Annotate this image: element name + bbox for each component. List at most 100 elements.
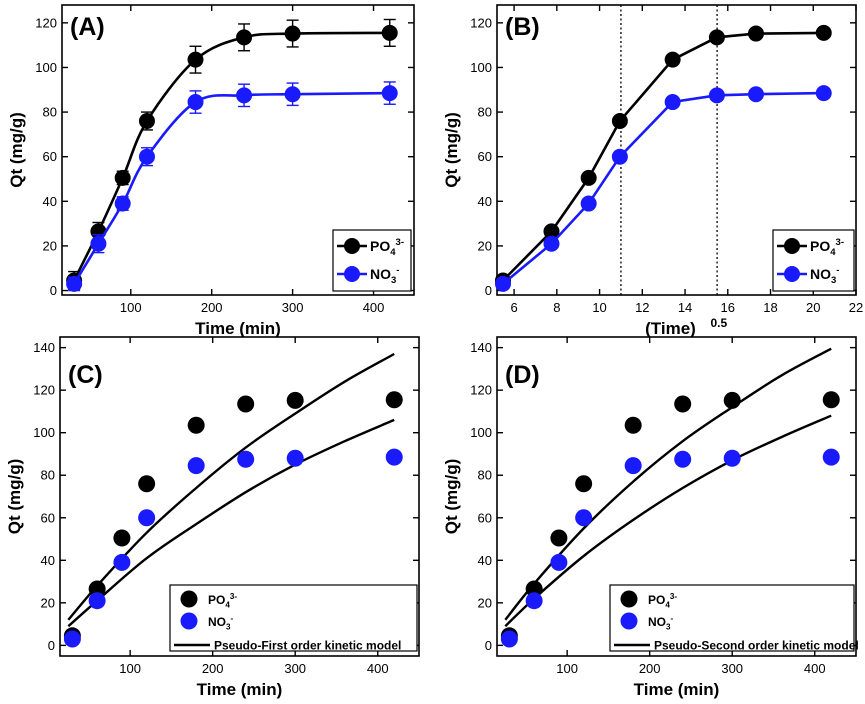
data-point	[543, 235, 560, 252]
legend-marker	[180, 612, 198, 630]
y-tick-label: 80	[478, 468, 492, 483]
data-point	[284, 86, 301, 103]
data-point	[580, 195, 597, 212]
y-tick-label: 20	[43, 238, 57, 253]
x-axis-label: (Time)	[645, 319, 696, 338]
data-point	[664, 51, 681, 68]
data-point	[575, 475, 593, 493]
data-point	[500, 630, 518, 648]
legend: PO43- NO3-	[332, 229, 412, 292]
y-tick-label: 20	[478, 238, 492, 253]
legend-label: PO43-	[648, 592, 677, 610]
y-tick-label: 0	[50, 283, 57, 298]
panel-title: (B)	[505, 13, 540, 41]
data-point	[624, 457, 642, 475]
data-point	[138, 113, 155, 129]
data-point	[66, 275, 83, 292]
data-point	[114, 169, 131, 186]
data-point	[286, 449, 304, 467]
panel-b: 6 8 10 12 14 16 18 20 22 0 20 40 60 80 100 120 (Time) 0.5…	[442, 4, 863, 338]
data-point	[575, 509, 593, 527]
data-point	[550, 529, 568, 547]
y-tick-label: 120	[470, 15, 492, 30]
data-point	[385, 448, 403, 466]
y-tick-label: 80	[41, 468, 55, 483]
panel-d: 100 200 300 400 0 20 40 60 80 100 120 140 Time (min)…	[442, 336, 859, 699]
y-tick-label: 0	[485, 638, 492, 653]
data-point	[114, 195, 131, 212]
x-tick-label: 300	[284, 661, 306, 676]
data-point	[674, 395, 692, 413]
data-point	[723, 391, 741, 409]
data-point	[284, 25, 301, 42]
y-tick-label: 100	[35, 60, 57, 75]
y-tick-label: 100	[470, 425, 492, 440]
data-point	[138, 148, 155, 165]
model-curve	[504, 347, 832, 621]
y-tick-label: 60	[43, 149, 57, 164]
x-tick-label: 400	[367, 661, 389, 676]
legend-marker	[180, 590, 198, 608]
data-point	[525, 592, 543, 610]
y-tick-label: 120	[470, 383, 492, 398]
legend-box	[332, 229, 412, 292]
plot-frame	[496, 336, 857, 657]
model-curve	[67, 352, 395, 621]
plot-frame	[496, 4, 857, 296]
y-tick-label: 0	[48, 638, 55, 653]
panel-title: (C)	[68, 361, 103, 389]
panel-a: 100 200 300 400 0 20 40 60 80 100 120 Time (min) Qt …	[7, 4, 415, 338]
legend-box	[609, 584, 855, 652]
legend: PO43- NO3- Pseudo-Second order kinetic mod…	[609, 584, 859, 653]
data-point	[494, 275, 511, 292]
y-axis-label: Qt (mg/g)	[5, 459, 24, 535]
x-tick-label: 16	[721, 300, 735, 315]
y-tick-label: 20	[41, 595, 55, 610]
x-tick-label: 300	[282, 300, 304, 315]
data-point	[624, 416, 642, 434]
legend-label: NO3-	[370, 265, 399, 286]
x-tick-label: 22	[849, 300, 863, 315]
x-axis-label: Time (min)	[634, 680, 720, 699]
y-tick-label: 100	[33, 425, 55, 440]
data-point	[113, 553, 131, 571]
y-tick-label: 0	[485, 283, 492, 298]
y-tick-label: 40	[478, 553, 492, 568]
x-tick-label: 18	[763, 300, 777, 315]
legend-model-label: Pseudo-First order kinetic model	[214, 639, 401, 653]
panel-c: 100 200 300 400 0 20 40 60 80 100 120 140 Time (min)…	[5, 336, 420, 699]
data-point	[611, 148, 628, 165]
data-point	[550, 553, 568, 571]
data-point	[236, 29, 253, 46]
plot-frame	[59, 336, 420, 657]
legend-marker	[620, 590, 638, 608]
data-point	[385, 391, 403, 409]
x-tick-label: 100	[120, 300, 142, 315]
data-point	[708, 29, 725, 46]
data-point	[747, 25, 764, 42]
data-point	[237, 395, 255, 413]
data-point	[237, 450, 255, 468]
legend-label: PO43-	[370, 237, 404, 258]
data-point	[286, 391, 304, 409]
y-tick-label: 140	[33, 340, 55, 355]
data-point	[381, 85, 398, 102]
legend-marker	[344, 266, 360, 282]
legend-label: NO3-	[208, 614, 234, 632]
legend-marker	[784, 238, 800, 254]
data-point	[747, 86, 764, 103]
data-point	[138, 509, 156, 527]
y-tick-label: 40	[43, 194, 57, 209]
x-tick-label: 200	[201, 300, 223, 315]
data-point	[580, 169, 597, 186]
data-point	[822, 391, 840, 409]
x-tick-label: 10	[592, 300, 606, 315]
x-tick-label: 100	[556, 661, 578, 676]
legend-box	[772, 229, 855, 292]
x-tick-label: 400	[804, 661, 826, 676]
data-point	[138, 475, 156, 493]
y-tick-label: 100	[470, 60, 492, 75]
x-axis-label: Time (min)	[195, 319, 281, 338]
x-tick-label: 400	[363, 300, 385, 315]
